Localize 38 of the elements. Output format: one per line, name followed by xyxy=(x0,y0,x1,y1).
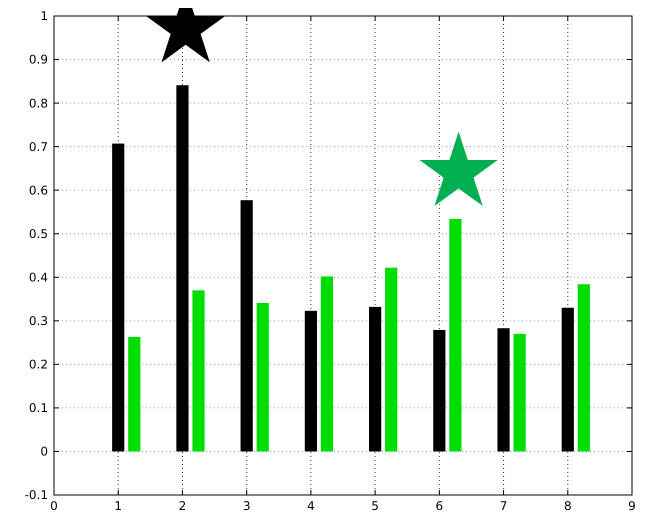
bar xyxy=(304,310,317,452)
x-tick-label: 7 xyxy=(500,499,508,513)
x-tick-label: 4 xyxy=(307,499,315,513)
y-tick-label: 0.6 xyxy=(28,183,48,198)
y-tick-label: 0.3 xyxy=(28,314,48,328)
y-tick-label: 0.1 xyxy=(28,401,48,416)
x-tick-label: 3 xyxy=(242,499,250,513)
bar xyxy=(176,85,189,452)
x-tick-label: 0 xyxy=(50,499,58,513)
bar xyxy=(192,290,205,452)
x-tick-label: 8 xyxy=(564,499,572,513)
y-tick-label: 0.2 xyxy=(28,358,48,372)
bar xyxy=(449,218,462,452)
bar xyxy=(562,308,574,452)
bar xyxy=(385,268,398,452)
x-tick-label: 1 xyxy=(114,499,122,513)
y-tick-label: 0.5 xyxy=(28,226,48,241)
bar xyxy=(578,284,590,452)
y-tick-label: 0.9 xyxy=(28,52,48,67)
y-tick-label: -0.1 xyxy=(24,488,48,502)
y-tick-label: 1 xyxy=(40,9,48,24)
x-tick-label: 9 xyxy=(628,499,636,513)
bar xyxy=(240,200,253,452)
x-tick-label: 5 xyxy=(371,499,379,513)
y-tick-label: 0.8 xyxy=(28,96,48,110)
bar xyxy=(497,328,510,452)
y-tick-label: 0.4 xyxy=(28,270,48,284)
y-tick-label: 0.7 xyxy=(28,140,48,154)
y-tick-label: 0 xyxy=(40,444,48,459)
x-tick-label: 6 xyxy=(436,499,444,513)
bar xyxy=(369,306,382,452)
bar xyxy=(320,276,334,452)
bar xyxy=(433,330,446,452)
bar xyxy=(112,144,124,452)
x-tick-label: 2 xyxy=(178,499,186,513)
bar xyxy=(256,302,269,452)
bar xyxy=(514,334,526,452)
bar xyxy=(128,336,140,452)
